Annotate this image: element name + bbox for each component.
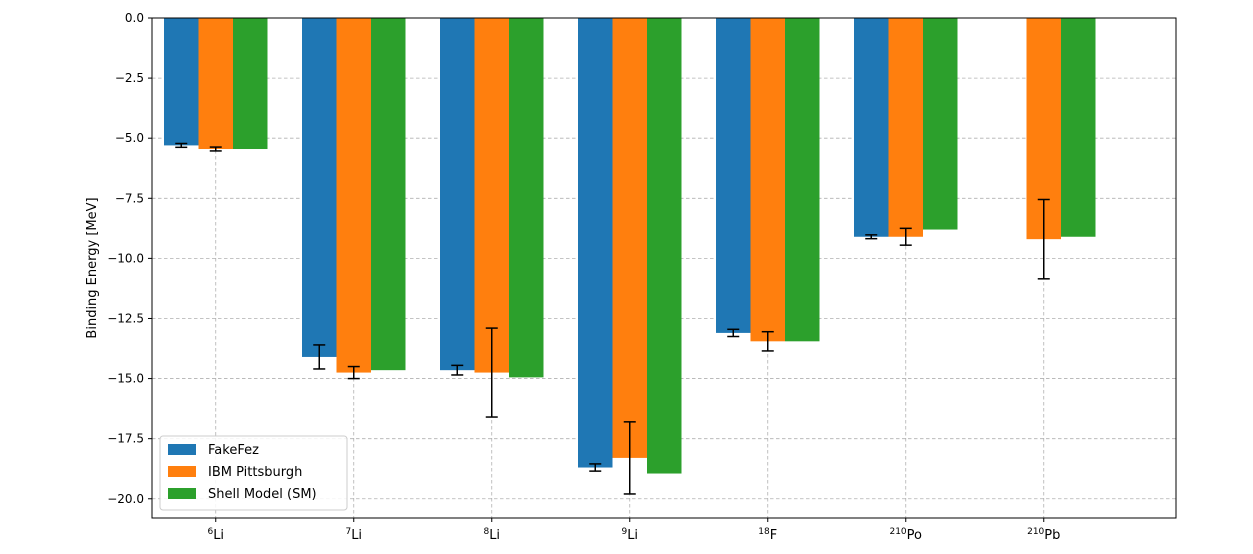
isotope-mass-number: 210 <box>889 527 906 537</box>
isotope-element: Li <box>627 528 638 543</box>
y-tick-label: −15.0 <box>107 372 144 386</box>
bars-layer <box>164 18 1096 474</box>
y-tick-label: −7.5 <box>115 191 144 205</box>
y-tick-label: 0.0 <box>125 11 144 25</box>
x-tick-label: 9Li <box>621 527 638 543</box>
legend-swatch <box>168 466 196 477</box>
bar-shell-model-sm <box>1061 18 1096 237</box>
bar-shell-model-sm <box>233 18 268 150</box>
y-tick-label: −5.0 <box>115 131 144 145</box>
ticks-layer: 0.0 −2.5 −5.0 −7.5 −10.0 −12.5 −15.0 −17.5 −20.0… <box>107 11 1060 543</box>
bar-ibm-pittsburgh <box>612 18 647 458</box>
y-tick-label: −17.5 <box>107 432 144 446</box>
bar-shell-model-sm <box>923 18 958 230</box>
y-tick-label: −10.0 <box>107 251 144 265</box>
isotope-element: Pb <box>1044 528 1060 543</box>
isotope-mass-number: 7 <box>345 527 351 537</box>
bar-shell-model-sm <box>371 18 406 371</box>
x-tick-label: 18F <box>758 527 777 543</box>
isotope-mass-number: 18 <box>758 527 770 537</box>
bar-fakefez <box>578 18 613 468</box>
isotope-mass-number: 9 <box>621 527 627 537</box>
isotope-element: F <box>770 528 777 543</box>
legend-frame <box>159 435 348 511</box>
bar-ibm-pittsburgh <box>336 18 371 373</box>
y-tick-label: −2.5 <box>115 71 144 85</box>
legend-label: Shell Model (SM) <box>208 487 317 502</box>
isotope-element: Li <box>213 528 224 543</box>
legend-label: FakeFez <box>208 443 259 458</box>
legend-swatch <box>168 488 196 499</box>
isotope-element: Li <box>351 528 362 543</box>
errorbars-layer <box>175 142 1050 495</box>
bar-fakefez <box>440 18 475 371</box>
bar-shell-model-sm <box>647 18 682 474</box>
legend-swatch <box>168 444 196 455</box>
bar-shell-model-sm <box>509 18 544 378</box>
bar-fakefez <box>716 18 751 333</box>
bar-fakefez <box>164 18 199 146</box>
bar-fakefez <box>302 18 337 357</box>
bar-shell-model-sm <box>785 18 820 342</box>
y-tick-label: −20.0 <box>107 492 144 506</box>
legend: FakeFez IBM Pittsburgh Shell Model (SM) <box>159 435 348 511</box>
legend-label: IBM Pittsburgh <box>208 465 302 480</box>
x-tick-label: 6Li <box>207 527 224 543</box>
y-axis-title: Binding Energy [MeV] <box>85 197 100 338</box>
isotope-mass-number: 6 <box>207 527 213 537</box>
x-tick-label: 210Pb <box>1027 527 1060 543</box>
isotope-mass-number: 8 <box>483 527 489 537</box>
bar-ibm-pittsburgh <box>474 18 509 373</box>
x-tick-label: 210Po <box>889 527 922 543</box>
bar-ibm-pittsburgh <box>750 18 785 342</box>
bar-ibm-pittsburgh <box>888 18 923 237</box>
x-tick-label: 8Li <box>483 527 500 543</box>
plot-frame <box>151 17 1177 519</box>
bar-fakefez <box>854 18 889 237</box>
bar-ibm-pittsburgh <box>198 18 233 150</box>
isotope-element: Po <box>907 528 922 543</box>
isotope-mass-number: 210 <box>1027 527 1044 537</box>
x-tick-label: 7Li <box>345 527 362 543</box>
y-tick-label: −12.5 <box>107 311 144 325</box>
isotope-element: Li <box>489 528 500 543</box>
